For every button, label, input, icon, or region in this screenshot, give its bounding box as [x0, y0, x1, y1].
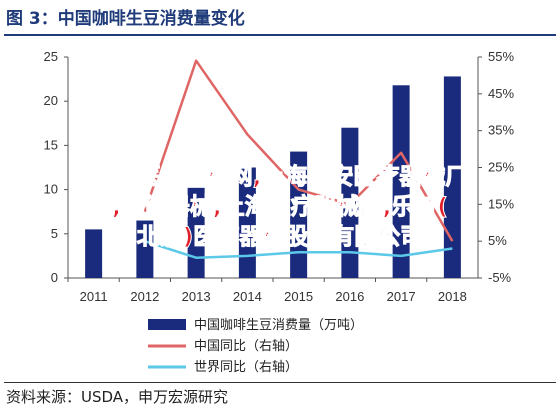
legend-label-china-yoy: 中国同比（右轴）	[194, 339, 298, 354]
right-tick-label: 15%	[488, 196, 514, 211]
x-tick-label: 2017	[387, 289, 416, 304]
right-tick-label: -5%	[488, 270, 512, 285]
bar	[392, 85, 410, 279]
x-tick-label: 2016	[335, 289, 364, 304]
left-tick-label: 10	[44, 182, 58, 197]
x-tick-label: 2018	[438, 289, 467, 304]
x-tick-label: 2015	[284, 289, 313, 304]
watermark-line-1: 中国医疗器械网,上海申安医疗器械厂	[91, 164, 469, 191]
world-yoy-line	[144, 239, 453, 259]
left-tick-label: 5	[51, 226, 58, 241]
right-tick-label: 45%	[488, 86, 514, 101]
legend-label-world-yoy: 世界同比（右轴）	[194, 360, 298, 375]
bar	[238, 167, 256, 278]
legend-label-bar: 中国咖啡生豆消费量（万吨）	[194, 318, 363, 333]
watermark-line-2: ,保健器械,上海医疗器械厂,乐普(	[112, 194, 449, 221]
x-tick-label: 2011	[80, 289, 108, 304]
left-tick-label: 0	[51, 270, 58, 285]
right-tick-label: 25%	[488, 160, 514, 175]
china-yoy-line	[143, 59, 454, 242]
x-tick-label: 2014	[233, 289, 262, 304]
source-note: 资料来源：USDA，申万宏源研究	[6, 388, 229, 406]
line-series	[143, 59, 454, 259]
left-tick-label: 20	[44, 93, 58, 108]
title-rule	[4, 34, 556, 36]
right-tick-label: 55%	[488, 49, 514, 64]
right-tick-label: 35%	[488, 123, 514, 138]
source-rule	[4, 382, 556, 383]
left-tick-label: 25	[44, 49, 58, 64]
chart-axes: 0 5 10 15 20 25 -5% 5% 15% 25% 35% 45% 55% 2011 2012 20…	[44, 49, 515, 304]
x-tick-label: 2013	[182, 289, 211, 304]
x-tick-label: 2012	[130, 289, 159, 304]
watermark-line-3: 北京)医疗器械股份有限公司	[136, 224, 424, 251]
right-tick-label: 5%	[488, 233, 507, 248]
bar	[443, 76, 461, 278]
left-tick-label: 15	[44, 137, 58, 152]
bar-series	[85, 76, 461, 279]
legend: 中国咖啡生豆消费量（万吨） 中国同比（右轴） 世界同比（右轴）	[148, 318, 363, 375]
chart-title: 图 3：中国咖啡生豆消费量变化	[6, 9, 245, 29]
chart: 0 5 10 15 20 25 -5% 5% 15% 25% 35% 45% 55% 2011 2012 20…	[44, 49, 515, 375]
legend-swatch-bar	[148, 319, 186, 330]
bar	[136, 220, 154, 278]
bar	[85, 229, 103, 278]
watermark: 中国医疗器械网,上海申安医疗器械厂 ,保健器械,上海医疗器械厂,乐普( 北京)医…	[0, 162, 560, 252]
